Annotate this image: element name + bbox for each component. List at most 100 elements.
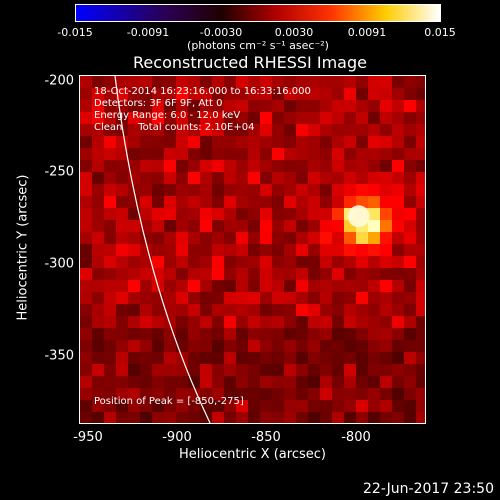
heatmap-cell <box>140 280 152 292</box>
heatmap-cell <box>308 220 320 232</box>
heatmap-cell <box>152 76 164 88</box>
heatmap-cell <box>176 172 188 184</box>
heatmap-cell <box>320 208 332 220</box>
heatmap-cell <box>380 376 392 388</box>
y-tick-label: -250 <box>44 164 74 180</box>
heatmap-cell <box>260 88 272 100</box>
heatmap-cell <box>392 184 404 196</box>
heatmap-cell <box>260 172 272 184</box>
heatmap-cell <box>296 232 308 244</box>
heatmap-cell <box>92 208 104 220</box>
heatmap-cell <box>104 280 116 292</box>
heatmap-cell <box>104 136 116 148</box>
heatmap-cell <box>92 400 104 412</box>
heatmap-cell <box>332 208 344 220</box>
heatmap-cell <box>344 196 356 208</box>
heatmap-cell <box>236 256 248 268</box>
heatmap-cell <box>224 376 236 388</box>
heatmap-cell <box>212 340 224 352</box>
heatmap-cell <box>392 412 404 423</box>
heatmap-cell <box>116 268 128 280</box>
heatmap-cell <box>248 196 260 208</box>
heatmap-cell <box>332 268 344 280</box>
heatmap-cell <box>152 172 164 184</box>
heatmap-cell <box>188 340 200 352</box>
heatmap-cell <box>188 232 200 244</box>
heatmap-cell <box>380 76 392 88</box>
heatmap-cell <box>368 388 380 400</box>
heatmap-cell <box>308 280 320 292</box>
heatmap-cell <box>284 148 296 160</box>
heatmap-cell <box>308 184 320 196</box>
heatmap-cell <box>80 112 92 124</box>
heatmap-cell <box>368 412 380 423</box>
heatmap-cell <box>188 388 200 400</box>
x-tick-label: -950 <box>73 430 103 445</box>
heatmap-cell <box>104 364 116 376</box>
heatmap-cell <box>128 400 140 412</box>
heatmap-cell <box>248 184 260 196</box>
heatmap-cell <box>356 268 368 280</box>
heatmap-cell <box>80 328 92 340</box>
heatmap-cell <box>332 124 344 136</box>
heatmap-cell <box>356 76 368 88</box>
heatmap-cell <box>392 148 404 160</box>
timestamp: 22-Jun-2017 23:50 <box>363 481 494 497</box>
heatmap-cell <box>128 292 140 304</box>
heatmap-cell <box>164 88 176 100</box>
colorbar-units: (photons cm⁻² s⁻¹ asec⁻²) <box>187 39 329 52</box>
heatmap-cell <box>332 136 344 148</box>
heatmap-cell <box>152 412 164 423</box>
heatmap-cell <box>404 292 416 304</box>
heatmap-cell <box>308 232 320 244</box>
heatmap-cell <box>416 136 425 148</box>
heatmap-cell <box>80 136 92 148</box>
heatmap-cell <box>368 376 380 388</box>
heatmap-cell <box>332 400 344 412</box>
heatmap-cell <box>176 136 188 148</box>
heatmap-cell <box>356 112 368 124</box>
heatmap-cell <box>356 124 368 136</box>
heatmap-cell <box>248 220 260 232</box>
heatmap-cell <box>356 304 368 316</box>
heatmap-cell <box>92 148 104 160</box>
heatmap-cell <box>224 76 236 88</box>
heatmap-cell <box>296 304 308 316</box>
heatmap-cell <box>92 184 104 196</box>
heatmap-cell <box>212 316 224 328</box>
heatmap-cell <box>80 184 92 196</box>
heatmap-cell <box>116 148 128 160</box>
heatmap-cell <box>260 388 272 400</box>
heatmap-cell <box>164 268 176 280</box>
heatmap-cell <box>200 112 212 124</box>
heatmap-cell <box>224 292 236 304</box>
heatmap-cell <box>344 160 356 172</box>
heatmap-cell <box>368 244 380 256</box>
heatmap-cell <box>344 172 356 184</box>
heatmap-cell <box>320 196 332 208</box>
heatmap-cell <box>200 268 212 280</box>
heatmap-cell <box>116 364 128 376</box>
rhessi-heatmap <box>80 76 425 423</box>
heatmap-cell <box>128 328 140 340</box>
heatmap-cell <box>92 412 104 423</box>
heatmap-cell <box>272 256 284 268</box>
heatmap-cell <box>260 100 272 112</box>
heatmap-cell <box>416 268 425 280</box>
heatmap-cell <box>260 220 272 232</box>
heatmap-cell <box>248 76 260 88</box>
heatmap-cell <box>320 340 332 352</box>
heatmap-cell <box>344 352 356 364</box>
heatmap-cell <box>284 352 296 364</box>
heatmap-cell <box>344 76 356 88</box>
heatmap-cell <box>164 148 176 160</box>
heatmap-cell <box>236 100 248 112</box>
heatmap-cell <box>272 400 284 412</box>
heatmap-cell <box>200 244 212 256</box>
heatmap-cell <box>212 208 224 220</box>
heatmap-cell <box>356 388 368 400</box>
heatmap-cell <box>140 160 152 172</box>
heatmap-cell <box>284 100 296 112</box>
heatmap-cell <box>392 340 404 352</box>
heatmap-cell <box>344 376 356 388</box>
